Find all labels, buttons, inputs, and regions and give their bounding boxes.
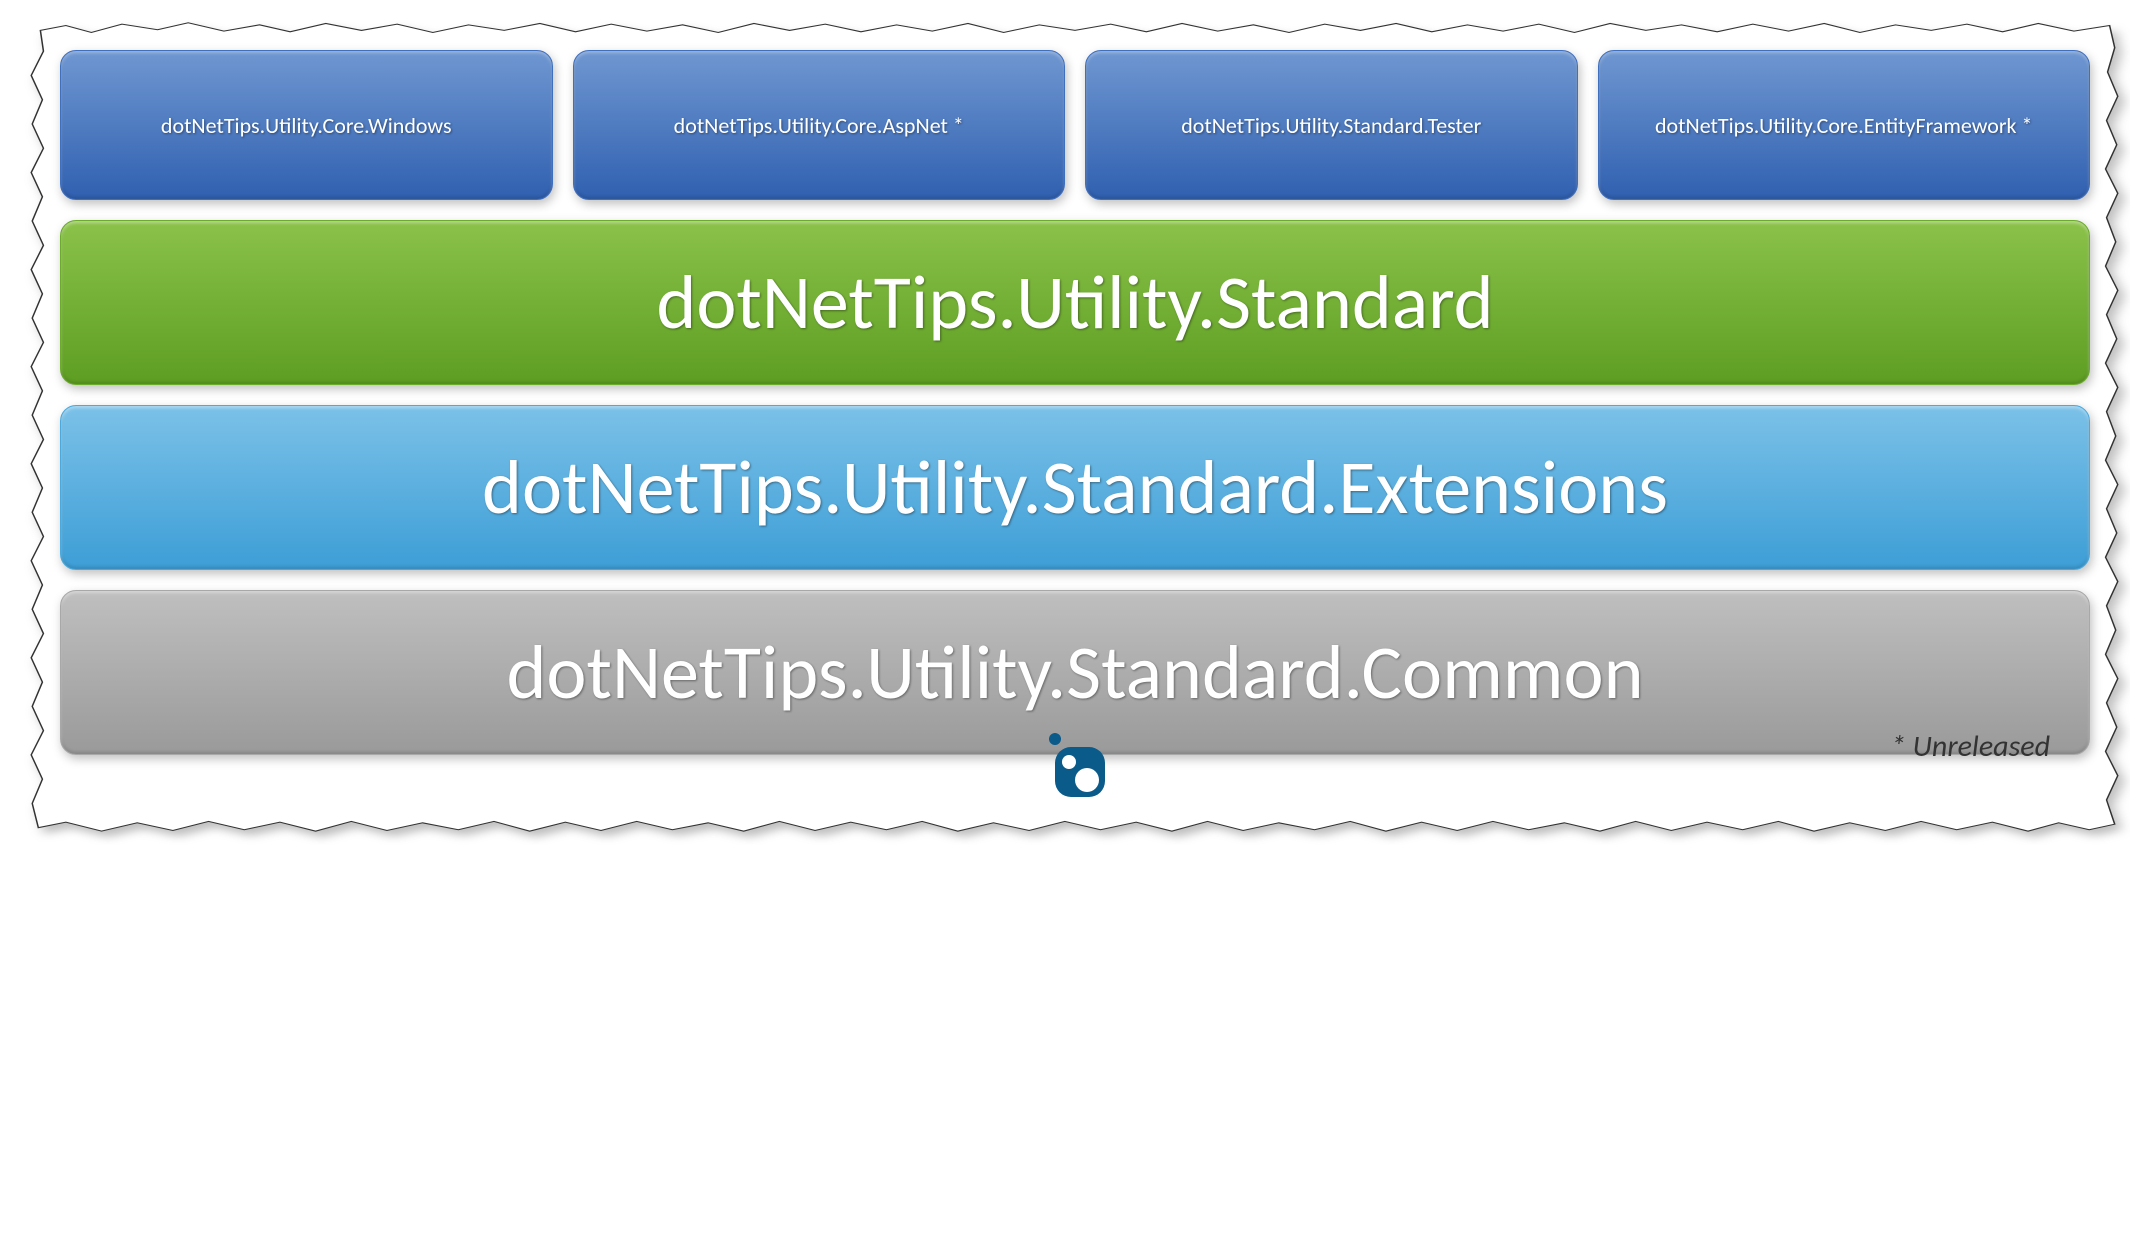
layer-label: dotNetTips.Utility.Standard.Extensions [482,442,1668,534]
nuget-logo-icon [1035,725,1115,810]
block-core-aspnet: dotNetTips.Utility.Core.AspNet * [573,50,1066,200]
footnote-unreleased: * Unreleased [1891,728,2050,765]
layer-standard: dotNetTips.Utility.Standard [60,220,2090,385]
block-label: dotNetTips.Utility.Standard.Tester [1181,112,1481,139]
diagram-content: dotNetTips.Utility.Core.Windows dotNetTi… [60,50,2090,755]
block-label: dotNetTips.Utility.Core.EntityFramework … [1655,112,2033,139]
torn-paper-frame: dotNetTips.Utility.Core.Windows dotNetTi… [20,20,2130,845]
layer-standard-extensions: dotNetTips.Utility.Standard.Extensions [60,405,2090,570]
block-core-entityframework: dotNetTips.Utility.Core.EntityFramework … [1598,50,2091,200]
block-core-windows: dotNetTips.Utility.Core.Windows [60,50,553,200]
block-label: dotNetTips.Utility.Core.AspNet * [674,112,964,139]
layer-label: dotNetTips.Utility.Standard [656,257,1493,349]
block-label: dotNetTips.Utility.Core.Windows [161,112,452,139]
top-block-row: dotNetTips.Utility.Core.Windows dotNetTi… [60,50,2090,200]
layer-label: dotNetTips.Utility.Standard.Common [507,627,1644,719]
block-standard-tester: dotNetTips.Utility.Standard.Tester [1085,50,1578,200]
